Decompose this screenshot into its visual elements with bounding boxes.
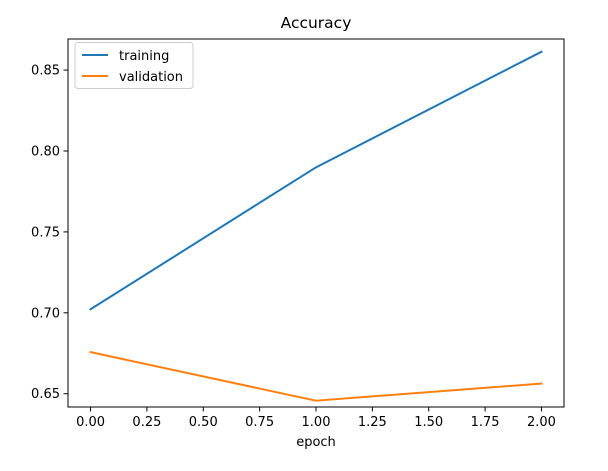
y-tick-label: 0.75 [31, 225, 60, 240]
x-tick-label: 0.50 [189, 415, 218, 430]
legend: training validation [74, 42, 194, 89]
x-tick-label: 0.25 [132, 415, 161, 430]
x-tick-label: 0.00 [76, 415, 105, 430]
x-axis-label: epoch [296, 435, 336, 450]
x-axis: 0.00 0.25 0.50 0.75 1.00 1.25 1.50 1.75 2.00 [76, 407, 556, 430]
x-tick-label: 2.00 [527, 415, 556, 430]
y-tick-label: 0.80 [31, 144, 60, 159]
x-tick-label: 0.75 [245, 415, 274, 430]
y-tick-label: 0.85 [31, 64, 60, 79]
legend-label-training: training [119, 49, 169, 64]
chart-title: Accuracy [281, 14, 352, 32]
x-tick-label: 1.50 [414, 415, 443, 430]
series-layer [89, 50, 543, 402]
y-axis: 0.65 0.70 0.75 0.80 0.85 [31, 64, 68, 402]
y-tick-label: 0.65 [31, 387, 60, 402]
x-tick-label: 1.75 [471, 415, 500, 430]
x-tick-label: 1.00 [302, 415, 331, 430]
x-tick-label: 1.25 [358, 415, 387, 430]
y-tick-label: 0.70 [31, 306, 60, 321]
legend-label-validation: validation [119, 70, 183, 85]
